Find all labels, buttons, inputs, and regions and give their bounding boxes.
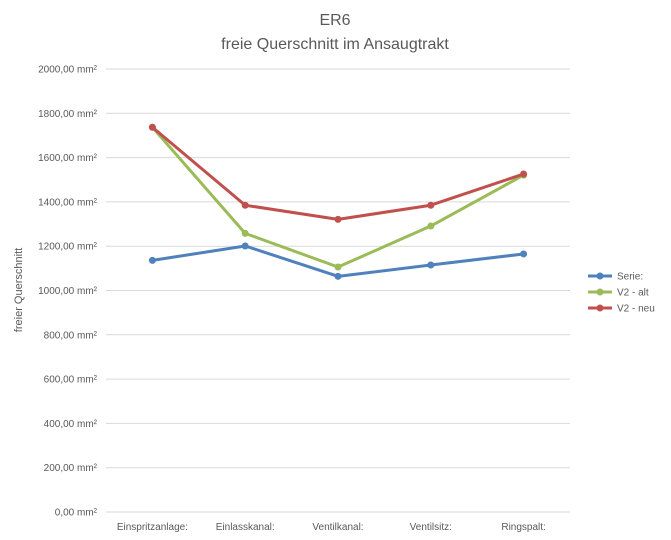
- x-tick-label: Ventilsitz:: [410, 522, 452, 533]
- x-tick-label: Einspritzanlage:: [117, 522, 188, 533]
- y-tick-label: 1600,00 mm²: [38, 153, 98, 164]
- chart-title: ER6: [319, 12, 350, 29]
- chart-subtitle: freie Querschnitt im Ansaugtrakt: [221, 36, 449, 53]
- legend-marker: [596, 304, 604, 312]
- data-point: [241, 242, 249, 250]
- data-point: [241, 201, 249, 209]
- y-tick-label: 1400,00 mm²: [38, 197, 98, 208]
- series-line-0: [152, 244, 524, 278]
- y-tick-label: 200,00 mm²: [44, 463, 98, 474]
- data-point: [148, 256, 156, 264]
- y-tick-label: 600,00 mm²: [44, 375, 98, 386]
- x-tick-label: Ventilkanal:: [312, 522, 363, 533]
- x-tick-label: Ringspalt:: [501, 522, 545, 533]
- data-point: [427, 201, 435, 209]
- legend-marker: [596, 288, 604, 296]
- data-point: [241, 229, 249, 237]
- data-point: [148, 123, 156, 131]
- y-axis-label: freier Querschnitt: [13, 248, 25, 332]
- data-point: [427, 222, 435, 230]
- data-point: [334, 263, 342, 271]
- y-tick-label: 800,00 mm²: [44, 330, 98, 341]
- legend-label: V2 - alt: [617, 288, 649, 299]
- y-tick-label: 1800,00 mm²: [38, 109, 98, 120]
- y-tick-label: 1200,00 mm²: [38, 242, 98, 253]
- data-point: [520, 170, 528, 178]
- data-point: [334, 215, 342, 223]
- legend-label: V2 - neu: [617, 304, 655, 315]
- legend-label: Serie:: [617, 272, 643, 283]
- x-tick-label: Einlasskanal:: [216, 522, 275, 533]
- data-point: [334, 272, 342, 280]
- y-tick-label: 400,00 mm²: [44, 419, 98, 430]
- data-point: [427, 261, 435, 269]
- y-tick-label: 1000,00 mm²: [38, 286, 98, 297]
- data-point: [520, 250, 528, 258]
- y-tick-label: 2000,00 mm²: [38, 65, 98, 76]
- y-tick-label: 0,00 mm²: [55, 508, 98, 519]
- legend-marker: [596, 272, 604, 280]
